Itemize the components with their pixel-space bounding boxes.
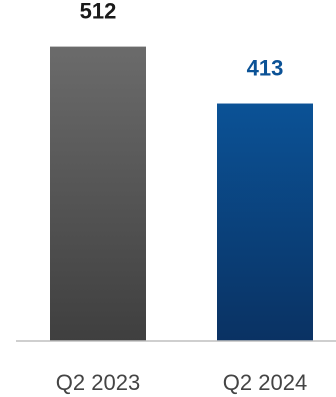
value-label-q2-2024: 413 xyxy=(247,56,284,81)
bar-q2-2023 xyxy=(50,46,146,341)
value-label-q2-2023: 512 xyxy=(80,0,117,24)
x-tick-label-q2-2023: Q2 2023 xyxy=(56,370,140,395)
x-tick-label-q2-2024: Q2 2024 xyxy=(223,370,307,395)
bar-q2-2024 xyxy=(217,103,313,342)
